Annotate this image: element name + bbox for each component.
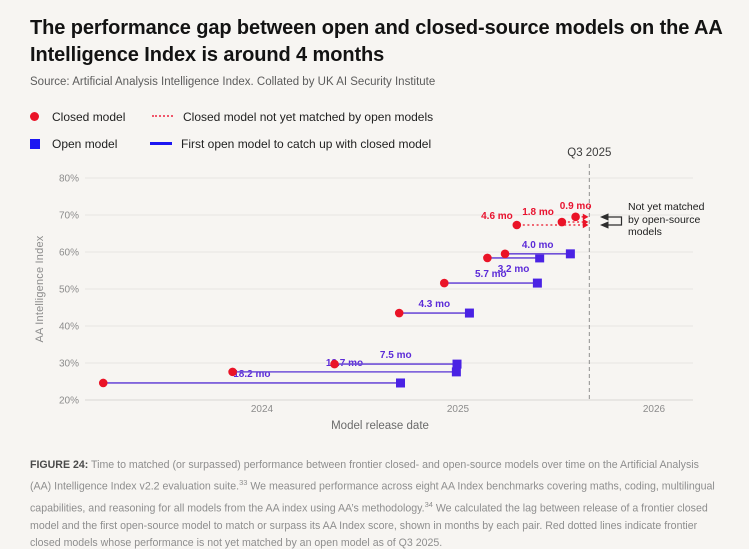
not-yet-matched-annotation: Not yet matched by open-source models [628, 201, 705, 239]
figure-caption-label: FIGURE 24: [30, 458, 89, 471]
lag-label: 3.2 mo [498, 264, 530, 275]
legend-open-square-icon [30, 139, 40, 149]
lag-label: 5.7 mo [475, 269, 507, 280]
open-model-square [565, 249, 575, 259]
legend-closed-dot-icon [30, 112, 39, 121]
y-tick-label: 30% [59, 359, 79, 370]
closed-model-dot [483, 253, 492, 263]
source-line: Source: Artificial Analysis Intelligence… [30, 76, 436, 88]
open-model-square [535, 253, 545, 263]
x-axis-title: Model release date [331, 420, 429, 432]
closed-model-dot [394, 308, 404, 318]
caption-footnote-34: 34 [424, 499, 433, 509]
y-tick-label: 20% [59, 396, 79, 407]
x-tick-label: 2025 [447, 404, 470, 415]
lag-label: 4.0 mo [522, 240, 554, 251]
left-arrowhead-icon [600, 213, 609, 221]
lag-label-unmatched: 0.9 mo [560, 201, 592, 212]
right-arrowhead-icon [582, 218, 589, 226]
y-tick-label: 50% [59, 285, 79, 296]
right-arrowhead-icon [582, 213, 589, 221]
closed-model-dot [512, 220, 522, 230]
legend-solid-line-icon [150, 142, 172, 145]
open-model-square [396, 378, 406, 388]
legend-not-matched-label: Closed model not yet matched by open mod… [183, 110, 434, 124]
left-arrowhead-icon [600, 221, 609, 229]
caption-part3: We calculated the lag between release of… [30, 502, 708, 549]
closed-model-dot [500, 249, 510, 259]
lag-label: 7.5 mo [380, 350, 412, 361]
y-tick-label: 80% [59, 174, 79, 185]
lag-label-unmatched: 1.8 mo [522, 207, 554, 218]
x-tick-label: 2026 [643, 404, 666, 415]
x-tick-label: 2024 [251, 404, 274, 415]
legend-open-label: Open model [52, 137, 118, 151]
page-title: The performance gap between open and clo… [30, 17, 722, 66]
legend-closed-label: Closed model [52, 110, 126, 124]
lag-label-unmatched: 4.6 mo [481, 211, 513, 222]
closed-model-dot [330, 359, 339, 369]
y-tick-label: 40% [59, 322, 79, 333]
lag-label: 18.2 mo [233, 369, 270, 380]
y-axis-title: AA Intelligence Index [34, 235, 46, 343]
legend-dotted-line-icon [152, 115, 173, 117]
closed-model-dot [228, 367, 237, 377]
open-model-square [532, 278, 542, 288]
caption-footnote-33: 33 [239, 478, 248, 487]
lag-label: 4.3 mo [418, 299, 450, 310]
y-tick-label: 70% [59, 211, 79, 222]
caption-part1: Time to matched (or surpassed) performan… [30, 458, 699, 493]
chart-svg: 80% 70% 60% 50% 40% 30% 20% 2024 2025 2026 Q3 2025… [59, 147, 693, 415]
legend-first-open-label: First open model to catch up with closed… [181, 137, 432, 151]
open-model-square [464, 308, 474, 318]
closed-model-dot [557, 217, 567, 227]
closed-model-dot [439, 278, 449, 288]
q3-2025-label: Q3 2025 [567, 147, 611, 159]
caption-part2: We measured performance across eight AA … [30, 480, 715, 515]
open-model-square [452, 359, 462, 369]
y-tick-label: 60% [59, 248, 79, 259]
open-model-square [451, 367, 461, 377]
closed-model-dot [571, 212, 580, 222]
closed-model-dot [98, 378, 108, 388]
figure-caption: FIGURE 24: Time to matched (or surpassed… [30, 457, 722, 549]
annotation-bracket-icon [607, 216, 623, 226]
